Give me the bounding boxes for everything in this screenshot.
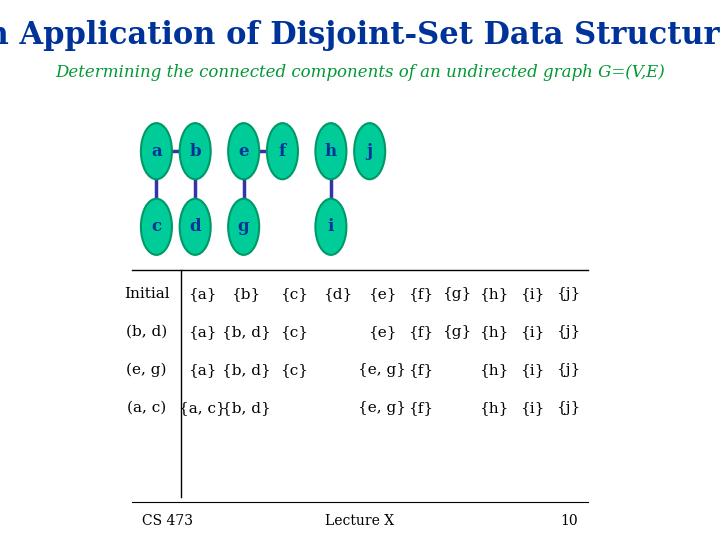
Text: {b, d}: {b, d} [222,401,271,415]
Text: f: f [279,143,286,160]
Text: 10: 10 [560,514,578,528]
Text: d: d [189,218,201,235]
Text: a: a [151,143,162,160]
Ellipse shape [180,199,211,255]
Ellipse shape [228,123,259,179]
Text: {a}: {a} [188,287,217,301]
Text: CS 473: CS 473 [142,514,193,528]
Text: {e, g}: {e, g} [358,363,406,377]
Text: {j}: {j} [557,287,580,301]
Text: An Application of Disjoint-Set Data Structures: An Application of Disjoint-Set Data Stru… [0,19,720,51]
Text: {h}: {h} [479,325,508,339]
Text: {a}: {a} [188,363,217,377]
Text: {c}: {c} [281,325,309,339]
Text: {a}: {a} [188,325,217,339]
Text: {a, c}: {a, c} [179,401,226,415]
Text: {i}: {i} [520,363,544,377]
Text: h: h [325,143,337,160]
Text: Lecture X: Lecture X [325,514,395,528]
Ellipse shape [228,199,259,255]
Text: {b}: {b} [231,287,261,301]
Text: {j}: {j} [557,363,580,377]
Text: b: b [189,143,201,160]
Text: e: e [238,143,249,160]
Text: j: j [366,143,373,160]
Text: {i}: {i} [520,401,544,415]
Text: (e, g): (e, g) [127,363,167,377]
Text: c: c [151,218,161,235]
Text: {c}: {c} [281,287,309,301]
Text: {g}: {g} [442,325,472,339]
Text: {e, g}: {e, g} [358,401,406,415]
Text: g: g [238,218,249,235]
Text: Determining the connected components of an undirected graph G=(V,E): Determining the connected components of … [55,64,665,82]
Text: {b, d}: {b, d} [222,363,271,377]
Text: {b, d}: {b, d} [222,325,271,339]
Ellipse shape [354,123,385,179]
Text: {i}: {i} [520,287,544,301]
Text: {c}: {c} [281,363,309,377]
Text: {h}: {h} [479,401,508,415]
Text: {g}: {g} [442,287,472,301]
Ellipse shape [141,123,172,179]
Text: (a, c): (a, c) [127,401,166,415]
Text: i: i [328,218,334,235]
Ellipse shape [141,199,172,255]
Text: {f}: {f} [408,287,433,301]
Text: {j}: {j} [557,401,580,415]
Ellipse shape [180,123,211,179]
Text: {j}: {j} [557,325,580,339]
Ellipse shape [267,123,298,179]
Text: {f}: {f} [408,401,433,415]
Text: {h}: {h} [479,287,508,301]
Text: {f}: {f} [408,325,433,339]
Text: {h}: {h} [479,363,508,377]
Text: {i}: {i} [520,325,544,339]
Text: {d}: {d} [323,287,353,301]
Text: Initial: Initial [124,287,169,301]
Text: (b, d): (b, d) [126,325,167,339]
Ellipse shape [315,123,346,179]
Ellipse shape [315,199,346,255]
Text: {e}: {e} [368,287,396,301]
Text: {f}: {f} [408,363,433,377]
Text: {e}: {e} [368,325,396,339]
